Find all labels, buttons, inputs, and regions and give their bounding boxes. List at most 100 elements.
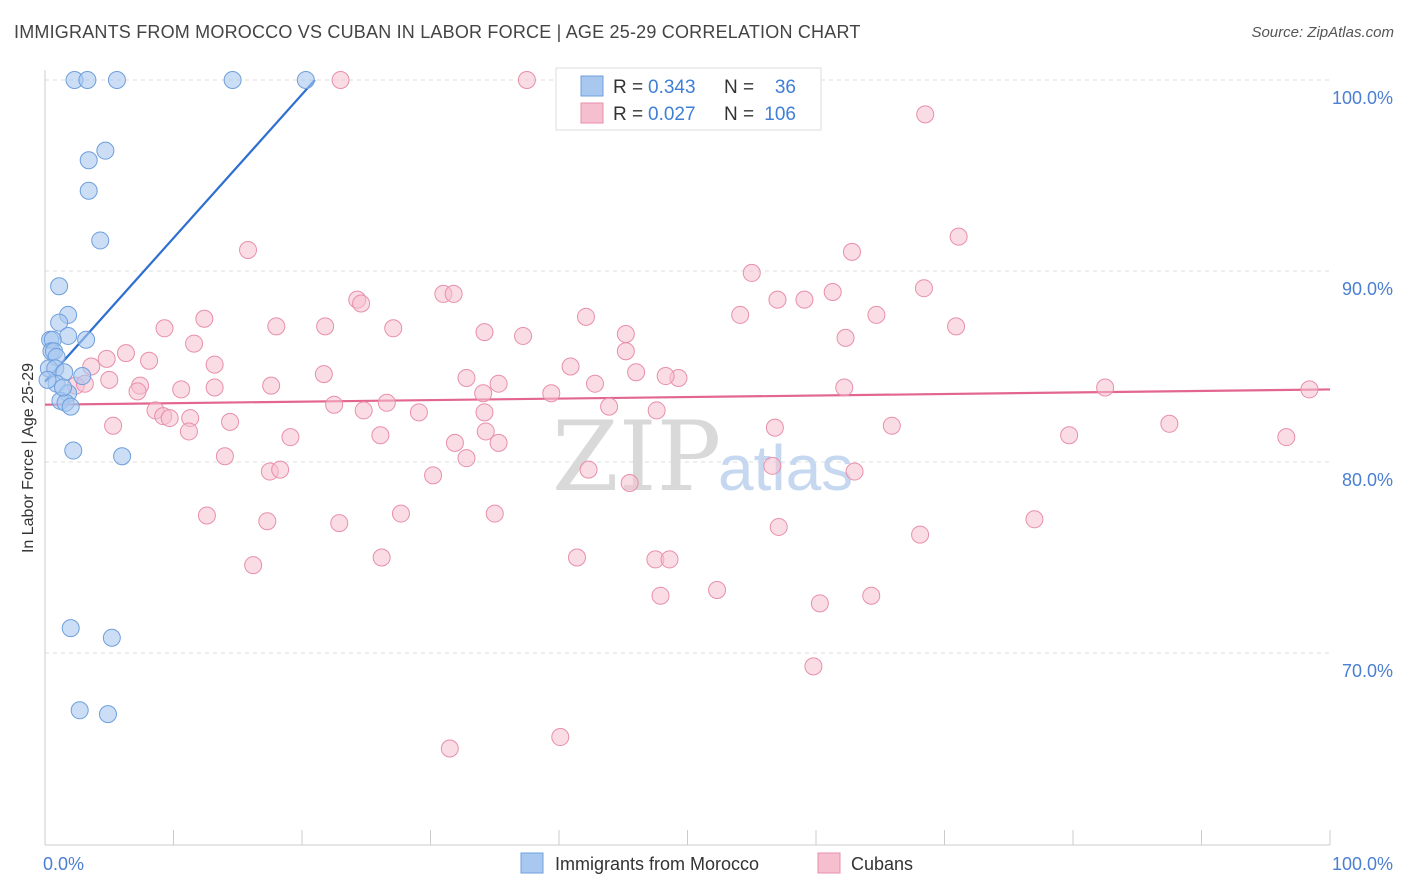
cubans-point [262,376,281,395]
cubans-point [517,71,536,89]
cubans-point [258,512,277,531]
cubans-point [708,580,727,599]
cubans-point [656,367,675,386]
cubans-point [140,351,159,370]
cubans-point [440,739,459,758]
cubans-point [372,548,391,567]
watermark-zip: ZIP [552,401,721,513]
y-tick-labels: 70.0% 80.0% 90.0% 100.0% [1332,88,1393,681]
trend-lines [44,79,1331,406]
bottom-legend-label-morocco: Immigrants from Morocco [555,854,759,874]
cubans-point [660,550,679,569]
cubans-point [949,227,968,246]
morocco-point [91,231,110,250]
morocco-point [77,330,96,349]
cubans-point [100,370,119,389]
legend-n-label-1: N = [724,77,754,98]
cubans-point [281,428,300,447]
cubans-point [116,344,135,363]
morocco-point [64,441,83,460]
cubans-point [377,393,396,412]
cubans-point [457,449,476,468]
watermark: ZIP atlas [552,401,853,513]
morocco-point [79,181,98,200]
watermark-atlas: atlas [718,432,853,504]
cubans-point [835,378,854,397]
cubans-point [489,433,508,452]
legend-n-label-2: N = [724,104,754,125]
cubans-point [314,365,333,384]
legend-r-value-2: 0.027 [648,104,696,125]
cubans-point [205,378,224,397]
cubans-point [911,525,930,544]
cubans-point [742,263,761,282]
cubans-point [485,504,504,523]
cubans-point [409,403,428,422]
cubans-point [457,368,476,387]
morocco-point [113,447,132,466]
cubans-point [947,317,966,336]
cubans-point [882,416,901,435]
y-tick-label-90: 90.0% [1342,279,1393,299]
morocco-point [61,397,80,416]
series-legend: Immigrants from Morocco Cubans [520,852,913,874]
cubans-point [579,460,598,479]
y-tick-label-80: 80.0% [1342,470,1393,490]
cubans-point [842,242,861,261]
morocco-point [59,326,78,345]
cubans-point [354,401,373,420]
morocco-point [70,701,89,720]
cubans-point [352,294,371,313]
cubans-point [267,317,286,336]
legend-swatch-pink [580,102,604,124]
cubans-point [804,657,823,676]
cubans-point [768,290,787,309]
morocco-point [79,151,98,170]
cubans-point [616,342,635,361]
cubans-point [221,412,240,431]
cubans-point [867,305,886,324]
legend-swatch-blue [580,75,604,97]
morocco-point [50,313,69,332]
cubans-point [769,517,788,536]
cubans-point [585,374,604,393]
morocco-point [102,628,121,647]
cubans-point [627,363,646,382]
cubans-point [316,317,335,336]
legend-r-value-1: 0.343 [648,77,696,98]
cubans-point [185,334,204,353]
morocco-point [61,619,80,638]
cubans-point [271,460,290,479]
cubans-point [651,586,670,605]
cubans-point [160,409,179,428]
cubans-point [862,586,881,605]
cubans-point [620,474,639,493]
cubans-point [475,323,494,342]
morocco-point [96,141,115,160]
morocco-points [38,71,315,724]
cubans-point [845,462,864,481]
correlation-legend: R = 0.343 N = 36 R = 0.027 N = 106 [555,67,822,131]
cubans-point [424,466,443,485]
cubans-point [476,422,495,441]
cubans-point [647,401,666,420]
cubans-point [444,284,463,303]
morocco-point [38,370,57,389]
y-tick-label-70: 70.0% [1342,661,1393,681]
cubans-point [763,456,782,475]
legend-n-value-1: 36 [775,77,796,98]
cubans-point [179,422,198,441]
x-tick-label-max: 100.0% [1332,854,1393,874]
cubans-point [1277,428,1296,447]
cubans-point [330,514,349,533]
bottom-legend-label-cubans: Cubans [851,854,913,874]
cubans-point [561,357,580,376]
bottom-legend-swatch-pink [817,852,841,874]
source-label: Source: ZipAtlas.com [1251,24,1394,41]
cubans-point [155,319,174,338]
x-tick-label-min: 0.0% [43,854,84,874]
y-tick-label-100: 100.0% [1332,88,1393,108]
morocco-point [98,705,117,724]
cubans-point [1025,510,1044,529]
